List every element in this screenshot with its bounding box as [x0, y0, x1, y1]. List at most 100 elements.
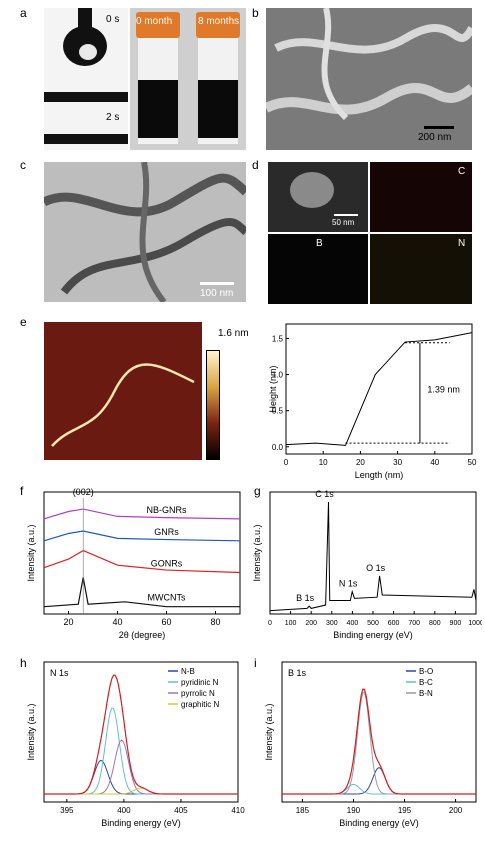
series-label: GONRs — [151, 559, 183, 569]
vials-photo: 0 month 8 months — [130, 8, 246, 150]
panel-label-a: a — [20, 6, 27, 20]
x-tick-label: 900 — [450, 620, 462, 627]
legend-label: B-O — [419, 667, 433, 676]
panel-label-i: i — [254, 656, 257, 670]
legend-label: N-B — [181, 667, 195, 676]
x-tick-label: 60 — [161, 617, 171, 627]
component-curve — [44, 759, 238, 795]
plot-frame — [43, 491, 241, 615]
survey-line — [269, 501, 477, 612]
vial-label-right: 8 months — [198, 16, 240, 27]
y-axis-label: Intensity (a.u.) — [26, 524, 36, 581]
x-tick-label: 395 — [60, 806, 74, 815]
panel-label-b: b — [252, 6, 259, 20]
time-label-top: 0 s — [106, 14, 120, 25]
series-label: GNRs — [154, 527, 179, 537]
x-axis-label: Binding energy (eV) — [101, 818, 181, 828]
afm-colorbar — [206, 350, 220, 460]
droplet-illustration — [44, 8, 128, 144]
x-tick-label: 200 — [305, 620, 317, 627]
y-tick-label: 1.0 — [272, 371, 284, 380]
haadf-scale-bar — [334, 214, 358, 216]
x-tick-label: 20 — [63, 617, 73, 627]
series-label: NB-GNRs — [147, 505, 187, 515]
afm-texture — [44, 322, 202, 460]
x-axis-label: Binding energy (eV) — [339, 818, 419, 828]
haadf-scale-label: 50 nm — [332, 218, 355, 227]
y-tick-label: 0.0 — [272, 443, 284, 452]
y-tick-label: 1.5 — [272, 334, 284, 343]
vials-illustration — [130, 8, 246, 150]
legend-label: B-N — [419, 689, 433, 698]
x-tick-label: 80 — [210, 617, 220, 627]
x-tick-label: 50 — [468, 458, 477, 467]
peak-label: N 1s — [339, 579, 358, 589]
y-tick-label: 0.5 — [272, 407, 284, 416]
panel-label-c: c — [20, 158, 26, 172]
x-tick-label: 800 — [429, 620, 441, 627]
y-axis-label: Intensity (a.u.) — [264, 703, 274, 760]
component-curve — [282, 692, 476, 795]
x-tick-label: 100 — [285, 620, 297, 627]
series-label: MWCNTs — [148, 593, 186, 603]
plot-frame — [43, 661, 239, 803]
haadf-image: 50 nm — [268, 162, 368, 232]
x-tick-label: 410 — [231, 806, 245, 815]
droplet-image: 0 s 2 s — [44, 8, 128, 150]
peak-label: B 1s — [296, 593, 315, 603]
x-tick-label: 195 — [398, 806, 412, 815]
panel-label-g: g — [254, 484, 261, 498]
legend-label: pyridinic N — [181, 678, 219, 687]
series-line — [43, 577, 240, 608]
x-tick-label: 700 — [408, 620, 420, 627]
n1s-chart: 395 400 405 410 Binding energy (eV) Intensity… — [26, 661, 245, 828]
haadf-texture — [268, 162, 368, 232]
map-carbon: C — [370, 162, 472, 232]
x-tick-label: 185 — [296, 806, 310, 815]
y-axis-label: Intensity (a.u.) — [26, 703, 36, 760]
component-curve — [44, 707, 238, 795]
sem-scale-label: 200 nm — [418, 132, 452, 143]
peak-label: O 1s — [366, 563, 386, 573]
x-tick-label: 40 — [112, 617, 122, 627]
y-axis-label: Intensity (a.u.) — [252, 524, 262, 581]
x-axis-label: Binding energy (eV) — [333, 630, 413, 640]
x-tick-label: 0 — [268, 620, 272, 627]
tem-scale-bar — [200, 282, 234, 285]
legend-label: pyrrolic N — [181, 689, 215, 698]
x-tick-label: 400 — [347, 620, 359, 627]
x-tick-label: 500 — [367, 620, 379, 627]
map-nitrogen-label: N — [458, 238, 466, 249]
x-tick-label: 20 — [356, 458, 365, 467]
panel-label-h: h — [20, 656, 27, 670]
map-nitrogen: N — [370, 234, 472, 304]
x-tick-label: 0 — [284, 458, 289, 467]
b1s-chart: 185 190 195 200 Binding energy (eV) Intensity… — [264, 661, 477, 828]
series-line — [43, 508, 241, 520]
x-tick-label: 1000 — [468, 620, 482, 627]
tem-texture — [41, 161, 250, 304]
series-line — [43, 549, 241, 574]
x-tick-label: 190 — [347, 806, 361, 815]
map-boron: B — [268, 234, 368, 304]
y-axis-label: Height (nm) — [268, 365, 278, 412]
x-tick-label: 300 — [326, 620, 338, 627]
spectrum-title: B 1s — [288, 668, 307, 678]
series-line — [43, 530, 241, 542]
height-profile-line — [285, 332, 473, 446]
afm-image — [44, 322, 202, 460]
x-tick-label: 10 — [319, 458, 328, 467]
component-curve — [44, 739, 238, 795]
plot-frame — [281, 661, 477, 803]
sem-image: 200 nm — [263, 7, 476, 150]
x-tick-label: 30 — [393, 458, 402, 467]
map-carbon-label: C — [458, 166, 466, 177]
peak-label: (002) — [73, 487, 94, 497]
x-tick-label: 40 — [430, 458, 439, 467]
plot-frame — [285, 323, 473, 455]
spectrum-title: N 1s — [50, 668, 69, 678]
xps-survey-chart: 0 100 200 300 400 500 600 700 800 900 1000 Binding … — [252, 489, 482, 640]
tem-scale-label: 100 nm — [200, 288, 234, 299]
panel-label-e: e — [20, 315, 27, 329]
height-profile-chart: 0 10 20 30 40 50 Length (nm) Height (nm) 0.0 0.5 1… — [268, 323, 477, 480]
